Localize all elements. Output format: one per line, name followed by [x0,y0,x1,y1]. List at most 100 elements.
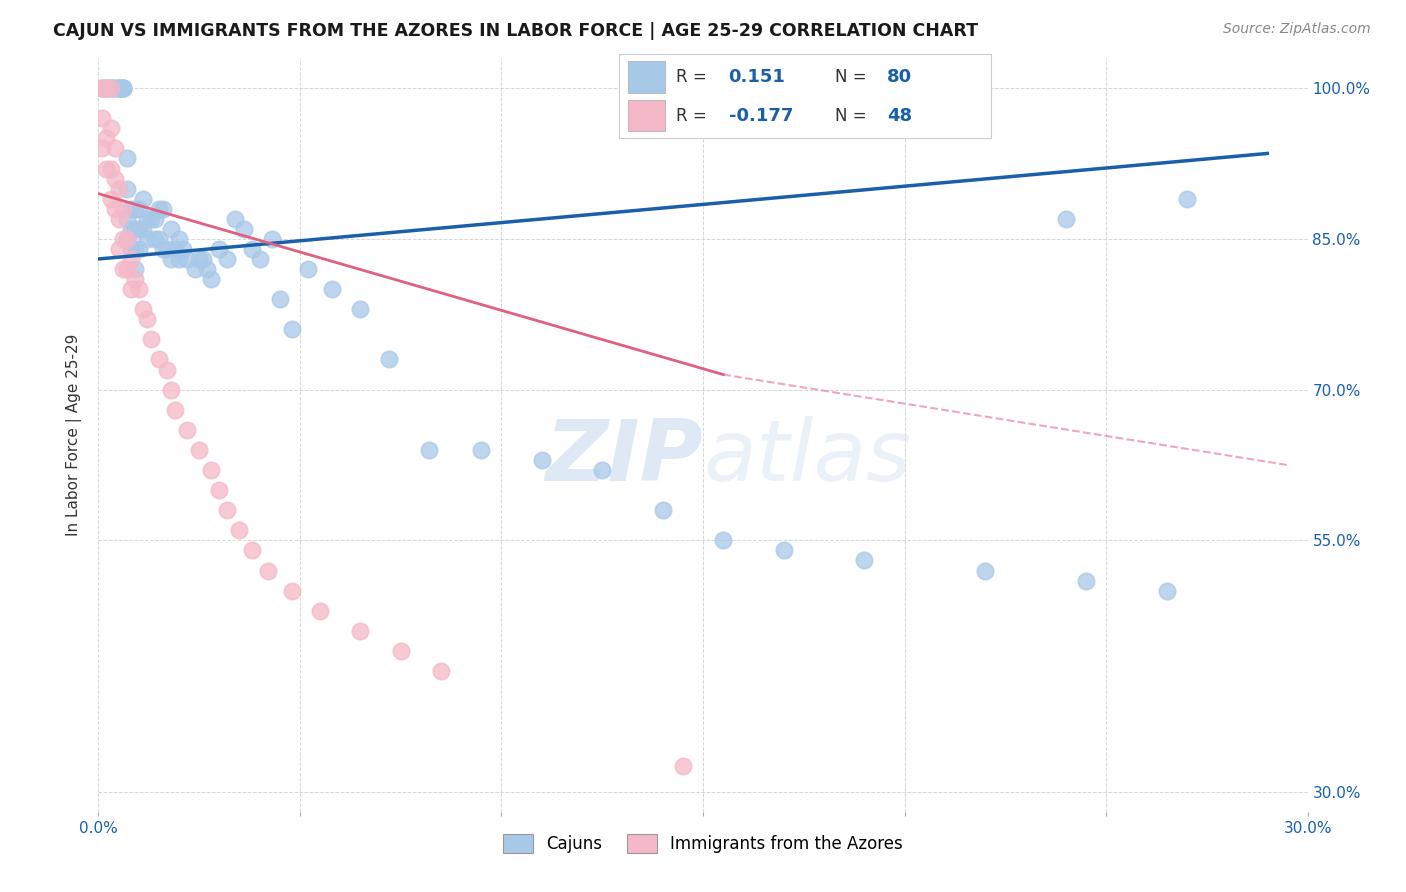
Point [91,81,114,95]
Point [120,222,142,236]
Point [711,533,734,548]
Point [115,232,138,246]
Point [91,141,114,155]
Point [269,292,291,306]
Point [96,131,118,145]
Point [349,624,371,638]
Legend: Cajuns, Immigrants from the Azores: Cajuns, Immigrants from the Azores [496,828,910,860]
Point [281,322,304,336]
Point [124,272,146,286]
Point [195,262,218,277]
Point [111,81,134,95]
Text: atlas: atlas [703,416,911,499]
Point [974,564,997,578]
Point [111,202,134,216]
Point [321,282,343,296]
Point [188,442,211,457]
Point [1175,192,1198,206]
Point [224,211,246,226]
Point [111,262,134,277]
Point [200,463,222,477]
Point [672,759,695,773]
Point [297,262,319,277]
Point [163,402,186,417]
Point [309,604,332,618]
Point [115,232,138,246]
Point [107,181,129,195]
Point [160,222,183,236]
Point [115,181,138,195]
Point [188,252,211,266]
Point [163,242,186,256]
Point [240,242,263,256]
Point [111,81,134,95]
Point [103,141,125,155]
Point [256,564,278,578]
FancyBboxPatch shape [628,100,665,131]
Point [111,232,134,246]
Point [96,161,118,176]
Text: ZIP: ZIP [546,416,703,499]
Point [217,252,239,266]
Text: CAJUN VS IMMIGRANTS FROM THE AZORES IN LABOR FORCE | AGE 25-29 CORRELATION CHART: CAJUN VS IMMIGRANTS FROM THE AZORES IN L… [53,22,979,40]
Point [91,81,114,95]
Point [148,202,170,216]
Point [176,423,198,437]
Point [120,252,142,266]
Point [107,81,129,95]
Point [132,222,155,236]
Point [100,81,122,95]
Text: 80: 80 [887,68,912,86]
Point [128,202,150,216]
Point [217,503,239,517]
Text: 48: 48 [887,107,912,125]
Point [91,81,114,95]
Point [249,252,271,266]
Point [349,302,371,317]
Point [167,252,190,266]
Point [208,483,231,497]
Point [651,503,673,517]
Point [389,644,412,658]
Point [100,161,122,176]
Point [152,202,174,216]
Point [208,242,231,256]
Point [135,232,157,246]
Point [96,81,118,95]
Point [156,362,179,376]
Point [132,192,155,206]
Point [530,453,553,467]
Point [160,252,183,266]
Text: 0.151: 0.151 [728,68,786,86]
Point [176,252,198,266]
Text: N =: N = [835,107,872,125]
Point [107,81,129,95]
Point [103,81,125,95]
Point [96,81,118,95]
Point [143,232,166,246]
Point [111,81,134,95]
Y-axis label: In Labor Force | Age 25-29: In Labor Force | Age 25-29 [66,334,83,536]
Text: N =: N = [835,68,872,86]
Point [139,332,162,346]
Point [115,262,138,277]
Point [107,211,129,226]
Point [377,352,399,367]
Point [470,442,492,457]
Point [120,242,142,256]
Point [260,232,283,246]
Point [240,543,263,558]
Point [172,242,194,256]
Point [128,222,150,236]
Point [124,222,146,236]
Point [124,202,146,216]
Point [103,202,125,216]
Point [184,262,207,277]
Point [100,121,122,136]
Point [107,81,129,95]
Text: R =: R = [676,68,713,86]
Point [128,282,150,296]
Point [193,252,215,266]
Point [148,352,170,367]
Point [148,232,170,246]
